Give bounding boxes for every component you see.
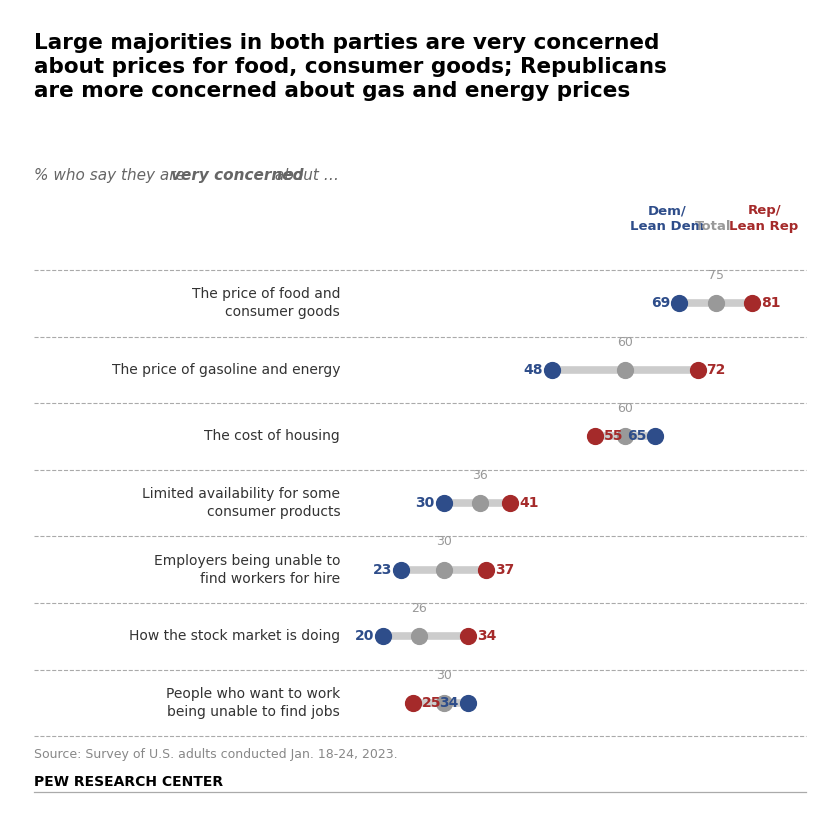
Text: 72: 72 bbox=[706, 363, 726, 377]
Text: Employers being unable to
find workers for hire: Employers being unable to find workers f… bbox=[154, 554, 340, 586]
Point bbox=[673, 297, 686, 310]
Point bbox=[437, 563, 450, 576]
Point bbox=[407, 696, 420, 709]
Point bbox=[437, 696, 450, 709]
Point bbox=[546, 363, 559, 376]
Point bbox=[437, 497, 450, 510]
Text: 26: 26 bbox=[412, 602, 428, 615]
Text: 34: 34 bbox=[439, 696, 459, 710]
Text: Source: Survey of U.S. adults conducted Jan. 18-24, 2023.: Source: Survey of U.S. adults conducted … bbox=[34, 748, 397, 762]
Point bbox=[618, 363, 632, 376]
Text: Rep/
Lean Rep: Rep/ Lean Rep bbox=[729, 204, 799, 233]
Text: 65: 65 bbox=[627, 429, 646, 443]
Text: Dem/
Lean Dem: Dem/ Lean Dem bbox=[630, 204, 705, 233]
Point bbox=[479, 563, 492, 576]
Text: 48: 48 bbox=[524, 363, 543, 377]
Text: 81: 81 bbox=[761, 296, 780, 310]
Point bbox=[588, 430, 601, 443]
Text: 30: 30 bbox=[436, 535, 451, 548]
Text: 30: 30 bbox=[415, 496, 434, 510]
Point bbox=[473, 497, 486, 510]
Text: The price of food and
consumer goods: The price of food and consumer goods bbox=[192, 287, 340, 319]
Text: about …: about … bbox=[270, 168, 339, 182]
Text: 60: 60 bbox=[617, 335, 633, 348]
Point bbox=[745, 297, 759, 310]
Text: 60: 60 bbox=[617, 402, 633, 416]
Point bbox=[690, 363, 704, 376]
Point bbox=[709, 297, 722, 310]
Point bbox=[376, 630, 390, 643]
Text: The price of gasoline and energy: The price of gasoline and energy bbox=[112, 363, 340, 377]
Text: 25: 25 bbox=[423, 696, 442, 710]
Point bbox=[412, 630, 426, 643]
Text: Total: Total bbox=[695, 220, 731, 233]
Text: How the stock market is doing: How the stock market is doing bbox=[129, 629, 340, 643]
Text: 23: 23 bbox=[373, 563, 392, 577]
Text: 34: 34 bbox=[477, 629, 496, 643]
Text: % who say they are: % who say they are bbox=[34, 168, 189, 182]
Text: 55: 55 bbox=[604, 429, 623, 443]
Text: 30: 30 bbox=[436, 668, 451, 681]
Text: The cost of housing: The cost of housing bbox=[204, 429, 340, 443]
Point bbox=[395, 563, 408, 576]
Point bbox=[461, 630, 475, 643]
Text: 20: 20 bbox=[354, 629, 374, 643]
Point bbox=[461, 696, 475, 709]
Text: PEW RESEARCH CENTER: PEW RESEARCH CENTER bbox=[34, 775, 223, 789]
Text: 41: 41 bbox=[519, 496, 538, 510]
Text: Large majorities in both parties are very concerned
about prices for food, consu: Large majorities in both parties are ver… bbox=[34, 33, 666, 101]
Text: very concerned: very concerned bbox=[171, 168, 303, 182]
Point bbox=[648, 430, 662, 443]
Text: 69: 69 bbox=[651, 296, 670, 310]
Point bbox=[503, 497, 517, 510]
Text: 37: 37 bbox=[495, 563, 514, 577]
Text: People who want to work
being unable to find jobs: People who want to work being unable to … bbox=[166, 687, 340, 719]
Point bbox=[618, 430, 632, 443]
Text: 36: 36 bbox=[472, 469, 488, 482]
Text: 75: 75 bbox=[707, 269, 724, 282]
Text: Limited availability for some
consumer products: Limited availability for some consumer p… bbox=[142, 488, 340, 519]
